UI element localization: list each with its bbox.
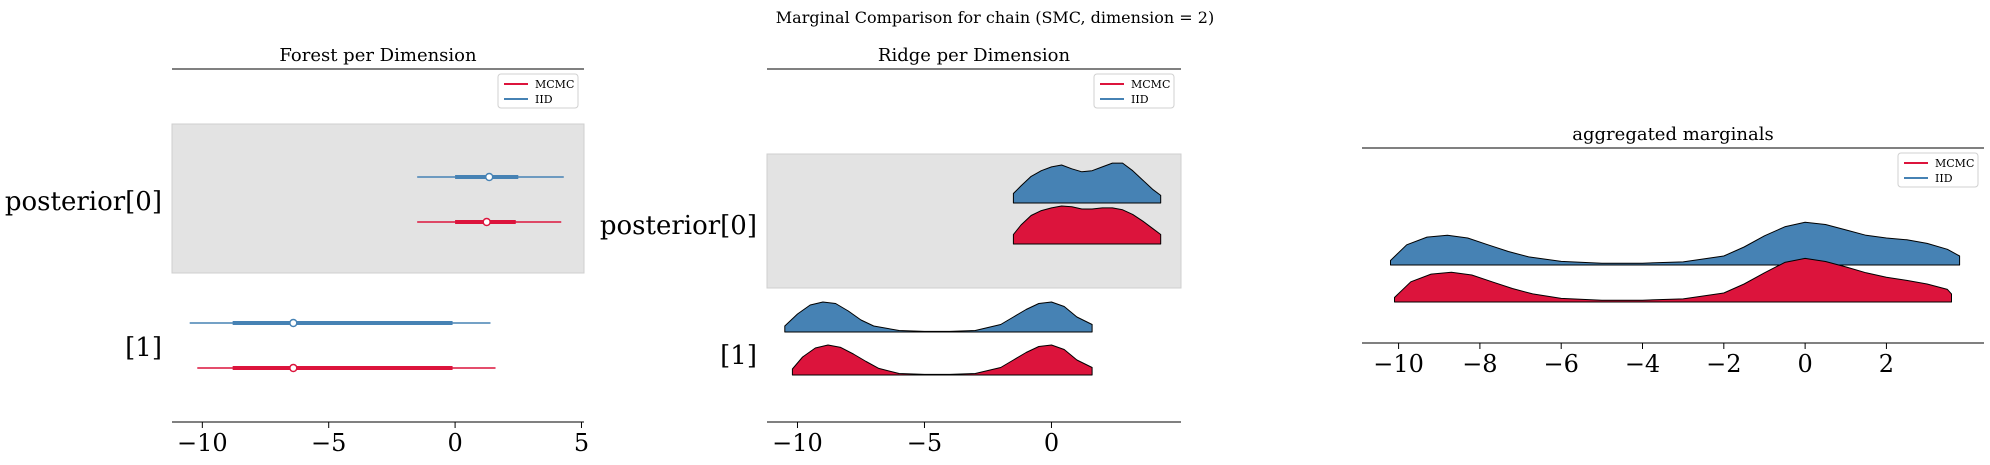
ridge-density-iid: [784, 301, 1093, 333]
figure-suptitle: Marginal Comparison for chain (SMC, dime…: [776, 8, 1214, 27]
x-tick-label: −8: [1462, 350, 1497, 378]
x-tick-label: −10: [772, 429, 823, 457]
legend: MCMC IID: [1093, 73, 1175, 109]
legend-label-mcmc: MCMC: [1131, 78, 1170, 91]
legend: MCMC IID: [1897, 152, 1979, 188]
forest-point-iid: [484, 172, 494, 182]
x-tick-label: 0: [447, 429, 462, 457]
x-tick-label: 2: [1879, 350, 1894, 378]
row-label: posterior[0]: [600, 211, 757, 241]
legend-label-iid: IID: [535, 93, 553, 106]
ridge-density-iid: [1012, 162, 1162, 204]
forest-point-iid: [289, 318, 298, 328]
panel-1: Forest per Dimension −10 −5 0 5 posterior[0] […: [5, 45, 589, 457]
x-tick-label: −4: [1625, 350, 1660, 378]
x-tick-label: 0: [1797, 350, 1812, 378]
legend-label-mcmc: MCMC: [1935, 157, 1974, 170]
panel-3: aggregated marginals −10 −8 −6 −4 −2 0 2 MCMC IID: [1362, 124, 1984, 378]
panels: Forest per Dimension −10 −5 0 5 posterior[0] […: [5, 45, 1984, 457]
legend-label-mcmc: MCMC: [535, 78, 574, 91]
x-tick-label: 0: [1044, 429, 1059, 457]
forest-point-mcmc: [482, 217, 491, 227]
x-tick-label: −6: [1544, 350, 1579, 378]
x-tick-label: −5: [311, 429, 346, 457]
ridge-density-iid: [1390, 221, 1961, 266]
ridge-density-mcmc: [1012, 205, 1162, 245]
row-label: [1]: [720, 341, 757, 371]
legend-label-iid: IID: [1131, 93, 1149, 106]
panel-title: Ridge per Dimension: [878, 45, 1071, 66]
panel-title: aggregated marginals: [1572, 124, 1773, 145]
x-tick-label: −5: [907, 429, 942, 457]
x-tick-label: −10: [177, 429, 228, 457]
x-tick-label: −2: [1706, 350, 1741, 378]
x-tick-label: 5: [574, 429, 589, 457]
x-tick-label: −10: [1373, 350, 1424, 378]
legend: MCMC IID: [497, 73, 579, 109]
ridge-density-mcmc: [1394, 257, 1952, 303]
panel-title: Forest per Dimension: [279, 45, 477, 66]
row-label: [1]: [125, 333, 162, 363]
ridge-density-mcmc: [791, 344, 1093, 376]
legend-label-iid: IID: [1935, 172, 1953, 185]
forest-point-mcmc: [289, 363, 298, 373]
panel-2: Ridge per Dimension −10 −5 0 posterior[0] [1]…: [600, 45, 1182, 457]
shaded-row-band: [171, 123, 585, 274]
row-label: posterior[0]: [5, 187, 162, 217]
